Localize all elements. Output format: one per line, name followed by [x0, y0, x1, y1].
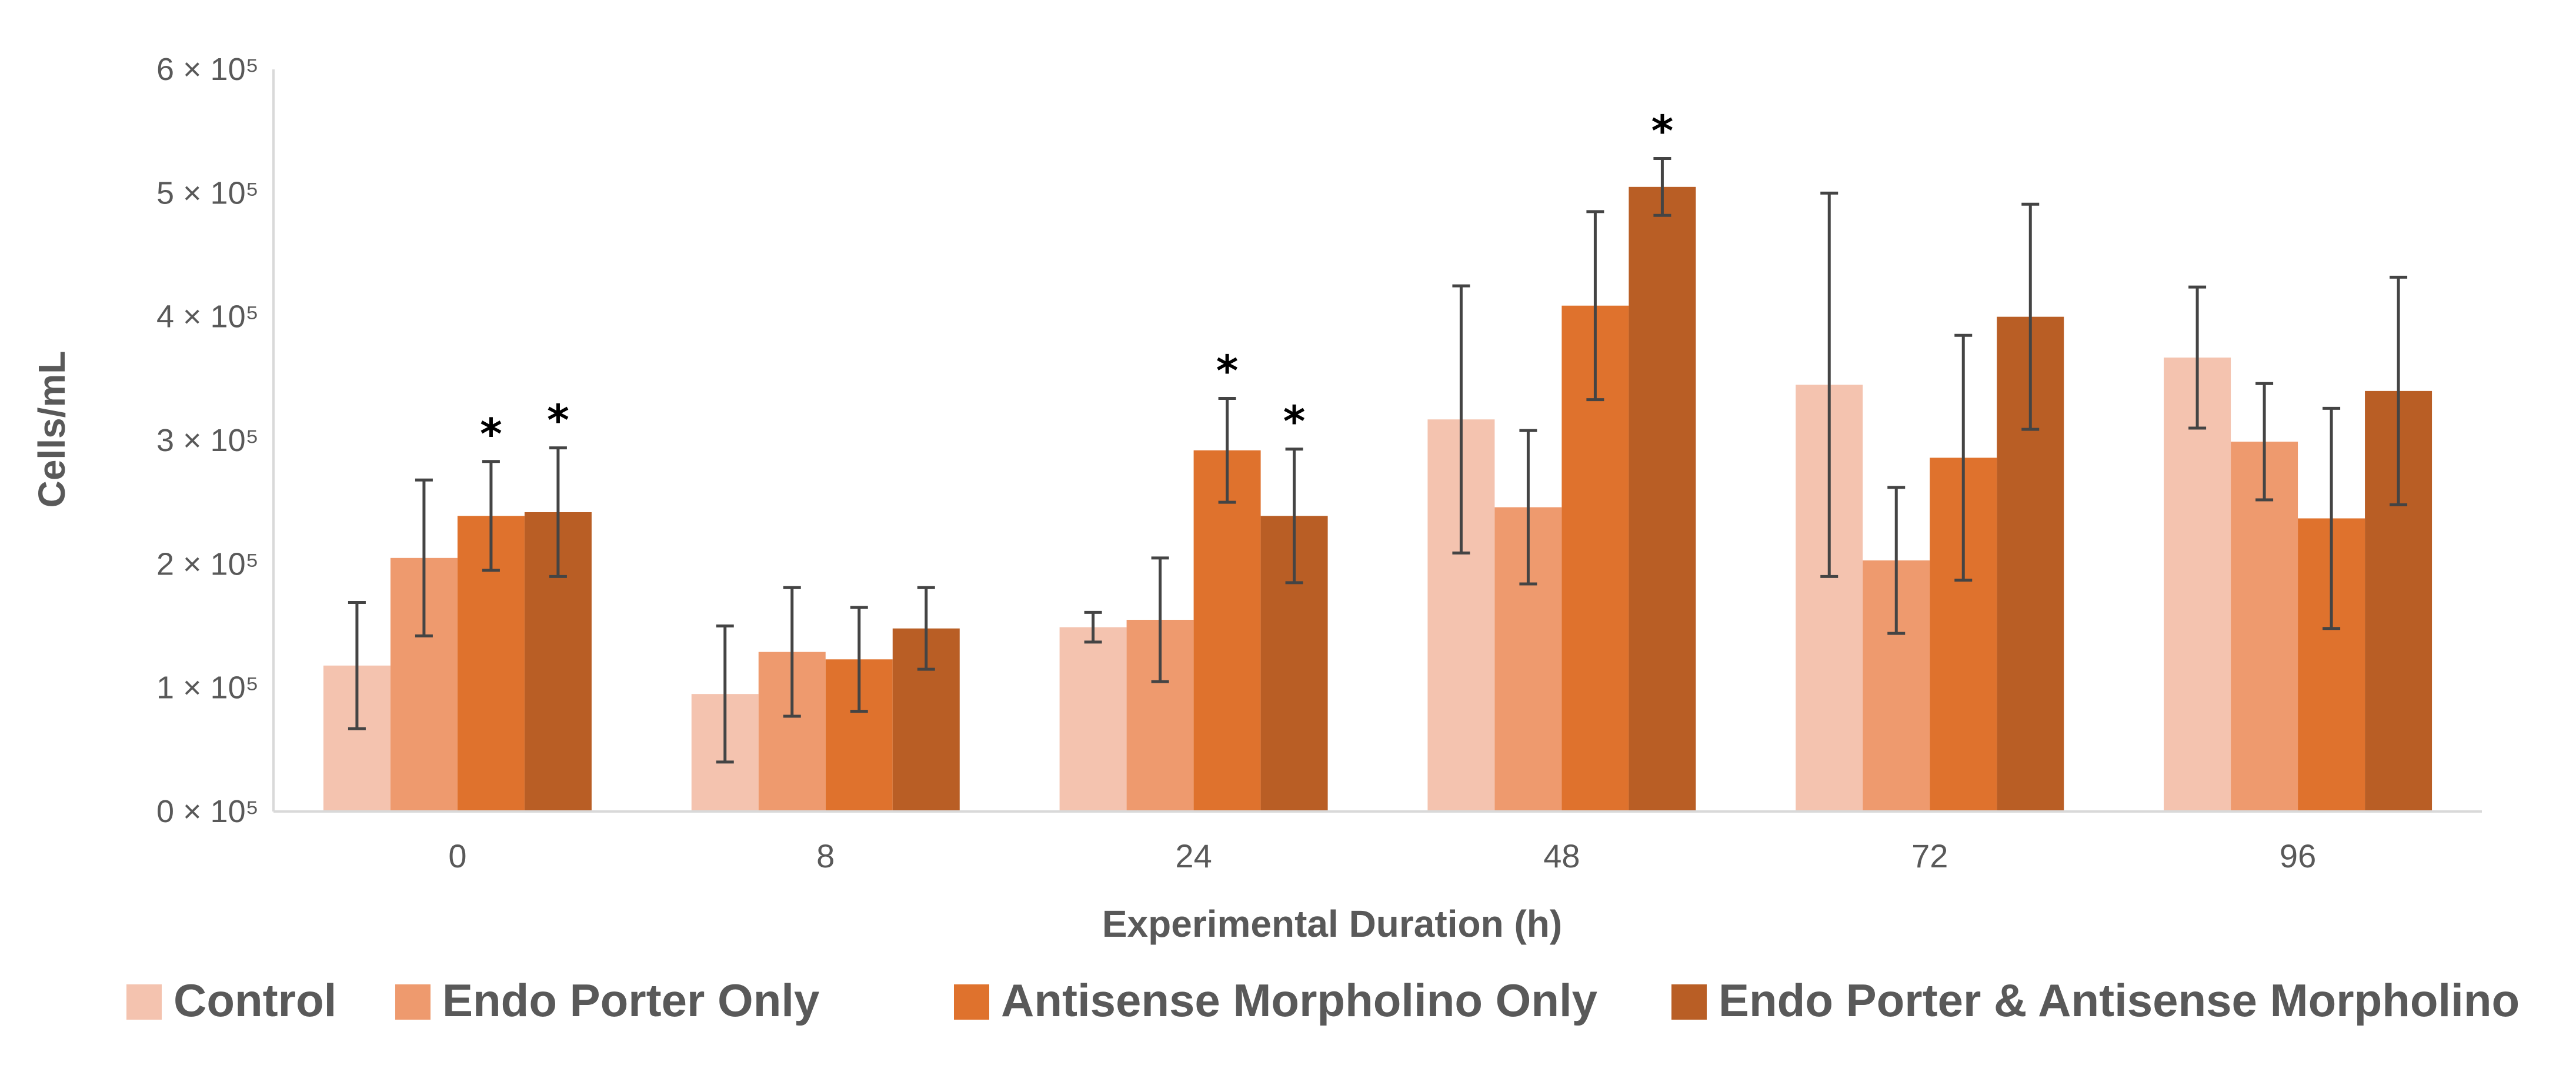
significance-star: *: [547, 396, 569, 445]
significance-star: *: [1651, 106, 1674, 155]
legend-label: Endo Porter Only: [442, 974, 819, 1026]
bar: [1629, 186, 1696, 812]
y-tick-label: 5 × 10⁵: [156, 175, 259, 211]
x-tick-label: 72: [1911, 837, 1948, 874]
bars: [323, 186, 2432, 812]
significance-star: *: [480, 409, 502, 459]
bar: [1059, 627, 1127, 812]
x-tick-label: 0: [448, 837, 466, 874]
x-axis: 0 8 24 48 72 96: [273, 810, 2482, 874]
significance-markers: * * * * *: [480, 106, 1673, 458]
legend: Control Endo Porter Only Antisense Morphol…: [126, 974, 2520, 1026]
legend-label: Antisense Morpholino Only: [1001, 974, 1597, 1026]
legend-swatch: [126, 984, 162, 1020]
legend-swatch: [1671, 984, 1707, 1020]
x-tick-label: 24: [1175, 837, 1212, 874]
y-tick-label: 0 × 10⁵: [156, 794, 259, 829]
y-tick-label: 1 × 10⁵: [156, 670, 259, 706]
bar: [2231, 442, 2298, 812]
y-tick-label: 3 × 10⁵: [156, 423, 259, 458]
legend-swatch: [954, 984, 989, 1020]
x-tick-label: 8: [816, 837, 835, 874]
x-tick-label: 48: [1543, 837, 1580, 874]
legend-label: Control: [173, 974, 336, 1026]
y-tick-label: 4 × 10⁵: [156, 299, 259, 335]
x-tick-label: 96: [2280, 837, 2316, 874]
legend-swatch: [395, 984, 431, 1020]
error-bars: [348, 156, 2408, 764]
y-tick-label: 6 × 10⁵: [156, 52, 259, 87]
bar: [1193, 450, 1261, 812]
y-axis: 0 × 10⁵ 1 × 10⁵ 2 × 10⁵ 3 × 10⁵ 4 × 10⁵ 5 × 1…: [156, 52, 275, 829]
x-axis-title: Experimental Duration (h): [1102, 903, 1562, 945]
y-tick-label: 2 × 10⁵: [156, 546, 259, 582]
bar: [2164, 358, 2231, 812]
significance-star: *: [1216, 346, 1239, 395]
significance-star: *: [1283, 397, 1306, 446]
y-axis-title: Cells/mL: [31, 351, 73, 508]
legend-label: Endo Porter & Antisense Morpholino: [1719, 974, 2520, 1026]
